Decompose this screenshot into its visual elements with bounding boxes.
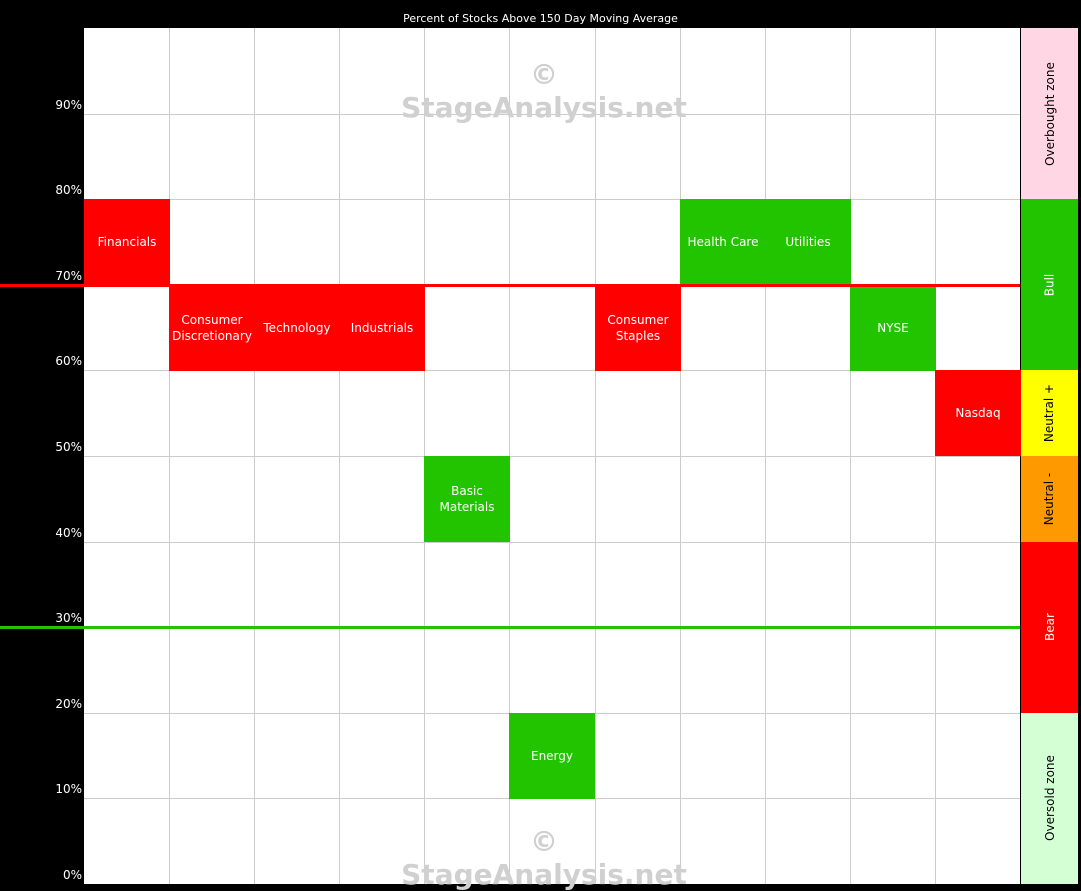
tile-label: Industrials	[350, 321, 414, 335]
grid-line-horizontal	[84, 542, 1020, 543]
zone-label: Neutral +	[1042, 384, 1057, 443]
watermark: © StageAnalysis.net	[401, 825, 687, 891]
tile-industrials: Industrials	[339, 285, 425, 371]
tile-label: Consumer Discretionary	[172, 313, 252, 343]
zone-neutral-: Neutral +	[1021, 370, 1078, 456]
tile-nyse: NYSE	[850, 285, 936, 371]
y-tick-label: 50%	[55, 440, 82, 454]
tile-label: Nasdaq	[955, 406, 1001, 420]
chart-title: Percent of Stocks Above 150 Day Moving A…	[403, 12, 678, 25]
tile-label: Health Care	[687, 235, 759, 249]
y-tick-label: 30%	[55, 611, 82, 626]
zone-bear: Bear	[1021, 541, 1078, 713]
tile-utilities: Utilities	[765, 199, 851, 285]
plot-area: © StageAnalysis.net © StageAnalysis.net Fi…	[84, 28, 1021, 891]
zone-label: Overbought zone	[1042, 61, 1057, 166]
y-tick-label: 10%	[55, 782, 82, 797]
tile-label: Financials	[97, 235, 157, 249]
tile-label: Basic Materials	[439, 484, 495, 514]
grid-line-horizontal	[84, 456, 1020, 457]
tile-consumer-staples: Consumer Staples	[595, 285, 681, 371]
tile-financials: Financials	[84, 199, 170, 285]
grid-line-horizontal	[84, 199, 1020, 200]
reference-line	[0, 283, 1020, 287]
y-tick-label: 60%	[55, 354, 82, 369]
y-tick-label: 80%	[55, 183, 82, 198]
y-tick-label: 70%	[55, 268, 82, 283]
grid-line-horizontal	[84, 370, 1020, 371]
tile-basic-materials: Basic Materials	[424, 456, 510, 542]
tile-label: NYSE	[877, 321, 909, 335]
tile-label: Energy	[530, 749, 573, 763]
zone-legend: Overbought zone Bull Neutral + Neutral - Bea…	[1021, 28, 1078, 884]
grid-line-horizontal	[84, 114, 1020, 115]
tile-label: Consumer Staples	[607, 313, 669, 343]
tile-nasdaq: Nasdaq	[935, 370, 1021, 456]
zone-oversold-zone: Oversold zone	[1021, 712, 1078, 884]
y-tick-label: 90%	[55, 97, 82, 112]
zone-overbought-zone: Overbought zone	[1021, 28, 1078, 200]
tile-health-care: Health Care	[680, 199, 766, 285]
zone-neutral-: Neutral -	[1021, 456, 1078, 542]
zone-label: Oversold zone	[1042, 755, 1057, 842]
tile-technology: Technology	[254, 285, 340, 371]
tile-consumer-discretionary: Consumer Discretionary	[169, 285, 255, 371]
zone-label: Bull	[1042, 273, 1057, 297]
watermark: © StageAnalysis.net	[401, 58, 687, 124]
y-tick-label: 20%	[55, 696, 82, 711]
reference-line	[0, 626, 1020, 630]
zone-label: Bear	[1042, 613, 1057, 642]
y-tick-label: 40%	[55, 525, 82, 540]
tile-label: Technology	[263, 321, 331, 335]
tile-label: Utilities	[785, 235, 831, 249]
zone-label: Neutral -	[1042, 472, 1057, 526]
zone-bull: Bull	[1021, 199, 1078, 371]
tile-energy: Energy	[509, 713, 595, 799]
y-tick-label: 0%	[62, 868, 82, 882]
